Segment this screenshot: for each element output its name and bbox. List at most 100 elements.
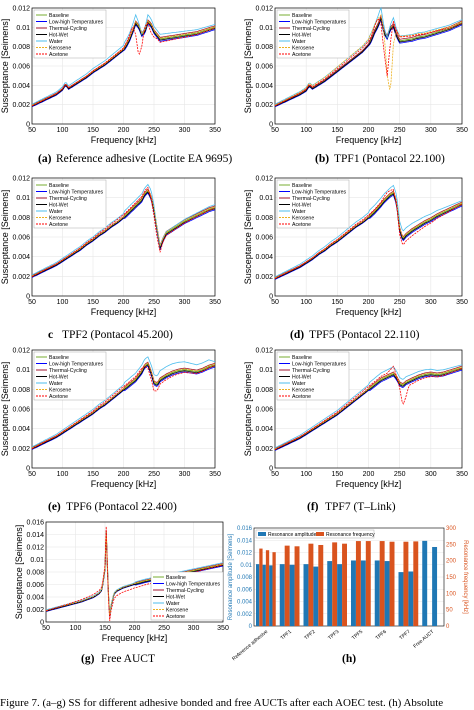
x-tick-label: 200 [363,471,375,478]
legend-label: Baseline [292,13,312,19]
series-line-hot-wet [31,191,216,278]
y-left-tick-label: 0.004 [237,600,253,606]
x-tick-label: 300 [188,625,200,632]
x-tick-label: 250 [394,299,406,306]
y-tick-label: 0.016 [26,520,44,527]
legend: Resonance amplitude Resonance frequency [255,529,375,539]
bar-resonance-amplitude [279,564,285,626]
series-line-water [31,13,216,105]
y-tick-label: 0.006 [255,64,273,71]
legend-label: Acetone [292,52,311,58]
y-right-tick-label: 150 [446,575,457,581]
series-line-kerosene [45,531,224,616]
legend-label: Resonance amplitude [268,532,317,538]
legend-label: Water [49,39,63,45]
bar-resonance-amplitude [351,560,356,626]
y-tick-label: 0.012 [26,545,44,552]
x-tick-label: 50 [271,471,279,478]
y-tick-label: 0 [26,466,30,473]
bar-resonance-amplitude [256,564,260,626]
caption-tag: (b) [315,153,329,165]
legend-label: Hot-Wet [292,32,311,38]
series-line-hot-wet [31,21,216,107]
x-axis-label: Frequency [kHz] [336,135,402,145]
legend-label: Thermal-Cycling [166,588,204,594]
legend-label: Hot-Wet [49,32,68,38]
caption-tag: c [48,329,53,341]
x-tick-label: 150 [331,127,343,134]
y-tick-label: 0.002 [12,274,30,281]
x-tick-label: 350 [217,625,229,632]
caption-text: TPF6 (Pontacol 22.400) [66,501,177,513]
x-tick-label: 300 [425,471,437,478]
bar-resonance-frequency [332,542,338,626]
legend-swatch [258,532,266,536]
y-tick-label: 0.002 [255,102,273,109]
x-tick-label: 50 [271,299,279,306]
legend-label: Baseline [292,183,312,189]
x-tick-label: 50 [42,625,50,632]
x-tick-label: 200 [363,127,375,134]
legend-label: Hot-Wet [49,202,68,208]
y-axis-right-label: Resonance frequency [kHz] [462,540,468,614]
y-tick-label: 0.002 [12,446,30,453]
legend-label: Water [292,209,306,215]
x-tick-label: 300 [179,471,191,478]
y-left-tick-label: 0.01 [240,563,252,569]
x-tick-label: 150 [331,299,343,306]
y-tick-label: 0.008 [255,44,273,51]
legend-label: Low-high Temperatures [292,361,347,367]
bar-resonance-frequency [308,543,314,626]
bar-resonance-amplitude [432,546,438,626]
bar-resonance-frequency [355,541,361,626]
chart-panel-a: 50 100 150 200 250 300 350 0 0.002 0.004 0.006 0.00… [0,6,232,166]
bar-resonance-frequency [389,541,395,626]
x-tick-label: 150 [87,127,99,134]
x-tick-label: 200 [118,299,130,306]
caption-tag: (d) [290,329,304,341]
bar-resonance-frequency [379,541,385,626]
y-axis-label: Susceptance [Seimens] [243,190,253,285]
x-tick-label: 250 [394,471,406,478]
y-tick-label: 0.01 [259,367,273,374]
series-line-acetone [31,364,216,449]
chart-panel-h: 0 0.002 0.004 0.006 0.008 0.01 0.012 0.014 0.016… [228,526,468,665]
bar-resonance-amplitude [337,564,343,626]
x-tick-label: 250 [158,625,170,632]
series-line-low-high-temperatures [274,194,463,280]
bar-resonance-frequency [272,552,276,626]
figure-caption-footer: Figure 7. (a–g) SS for different adhesiv… [0,697,443,709]
x-axis-label: Frequency [kHz] [336,307,402,317]
x-tick-label: 300 [425,127,437,134]
x-tick-label: 350 [209,127,221,134]
y-tick-label: 0.008 [255,387,273,394]
y-right-tick-label: 50 [446,608,453,614]
y-axis-left-label: Resonance amplitude [Seimens] [228,533,234,620]
y-tick-label: 0.008 [12,44,30,51]
legend-label: Thermal-Cycling [292,368,330,374]
category-label: TPF2 [303,629,316,642]
x-tick-label: 100 [70,625,82,632]
series-line-hot-wet [274,193,463,280]
y-right-tick-label: 100 [446,591,457,597]
y-tick-label: 0.01 [16,25,30,32]
x-axis-label: Frequency [kHz] [91,479,157,489]
x-tick-label: 200 [118,127,130,134]
y-right-tick-label: 250 [446,542,457,548]
legend-label: Thermal-Cycling [49,368,87,374]
legend-label: Water [49,209,63,215]
bar-resonance-frequency [365,541,371,626]
legend-label: Baseline [166,575,186,581]
plot-frame [253,527,445,627]
series-line-acetone [274,18,463,107]
legend-label: Kerosene [292,215,314,221]
y-tick-label: 0.006 [255,407,273,414]
x-tick-label: 50 [271,127,279,134]
series-line-water [31,356,216,448]
bar-resonance-amplitude [313,566,319,626]
x-tick-label: 350 [209,471,221,478]
x-tick-label: 150 [87,299,99,306]
legend-label: Acetone [49,394,68,400]
y-tick-label: 0.01 [16,367,30,374]
